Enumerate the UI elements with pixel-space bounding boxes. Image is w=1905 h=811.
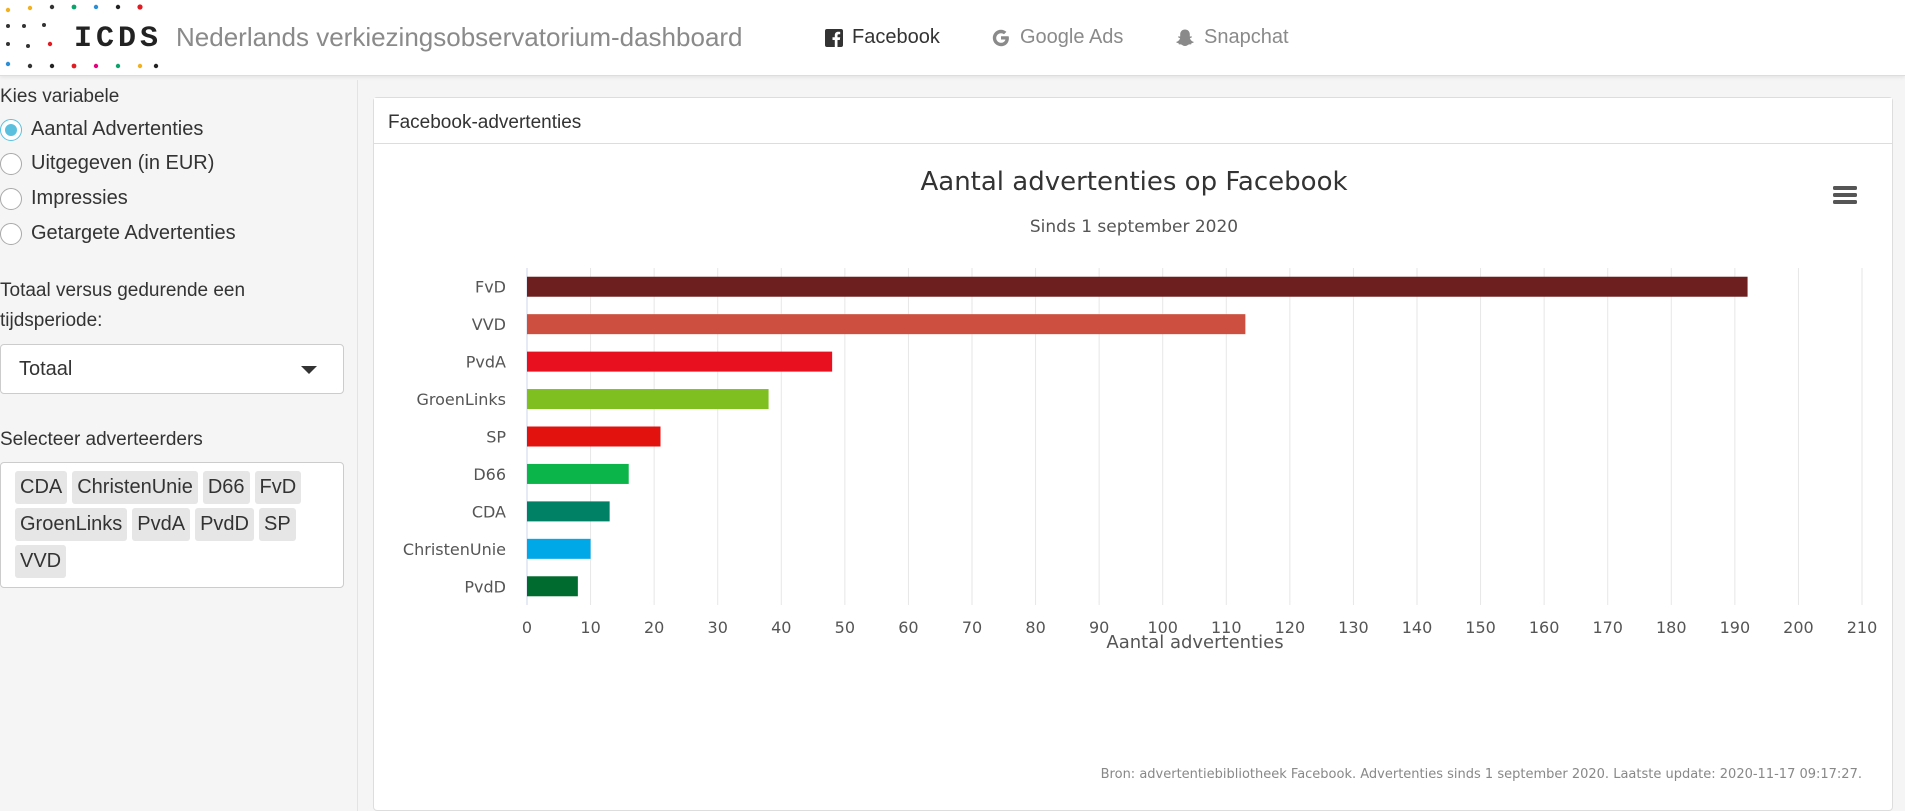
radio-aantal-advertenties[interactable]: Aantal Advertenties: [0, 118, 203, 141]
period-select-value: Totaal: [19, 358, 73, 380]
facebook-panel: Facebook-advertenties Aantal advertentie…: [373, 97, 1893, 811]
x-tick-label: 190: [1720, 618, 1751, 637]
category-label: SP: [486, 428, 506, 447]
bar-pvdd[interactable]: [527, 576, 578, 597]
category-label: FvD: [475, 278, 506, 297]
radio-button[interactable]: [0, 187, 22, 210]
radio-button[interactable]: [0, 118, 22, 141]
x-tick-label: 10: [580, 618, 600, 637]
advertiser-tag[interactable]: ChristenUnie: [72, 471, 198, 504]
category-label: CDA: [472, 502, 506, 521]
variable-label: Kies variabele: [0, 86, 120, 107]
chart-xlabel: Aantal advertenties: [1106, 632, 1283, 653]
x-tick-label: 50: [835, 618, 855, 637]
snapchat-icon: [1176, 29, 1194, 46]
category-label: PvdD: [464, 577, 506, 596]
chart-category-labels: FvD VVD PvdA GroenLinks SP D66 CDA ChristenUnie…: [403, 278, 506, 597]
x-tick-label: 150: [1465, 618, 1496, 637]
bar-chart: Aantal advertenties op Facebook Sinds 1 …: [403, 167, 1877, 782]
logo-text: ICDS: [74, 22, 162, 56]
period-label-line2: tijdsperiode:: [0, 310, 103, 331]
x-tick-label: 70: [962, 618, 982, 637]
category-label: PvdA: [466, 353, 506, 372]
x-tick-label: 60: [898, 618, 918, 637]
menu-icon: [1833, 186, 1857, 190]
advertiser-tag[interactable]: GroenLinks: [15, 508, 128, 541]
nav-label: Google Ads: [1020, 26, 1124, 48]
category-label: GroenLinks: [417, 390, 507, 409]
nav-google-ads[interactable]: Google Ads: [991, 26, 1123, 49]
radio-button[interactable]: [0, 152, 22, 175]
x-tick-label: 100: [1147, 618, 1178, 637]
chart-caption: Bron: advertentiebibliotheek Facebook. A…: [1101, 767, 1862, 782]
advertiser-tag[interactable]: D66: [202, 471, 250, 504]
panel-heading: Facebook-advertenties: [374, 98, 1892, 144]
x-tick-label: 200: [1783, 618, 1814, 637]
chevron-down-icon: [301, 366, 317, 374]
x-tick-label: 170: [1592, 618, 1623, 637]
bar-vvd[interactable]: [527, 314, 1246, 335]
advertiser-tag[interactable]: SP: [259, 508, 296, 541]
x-tick-label: 20: [644, 618, 664, 637]
chart-title: Aantal advertenties op Facebook: [920, 167, 1347, 197]
chart-tick-labels: 0 10 20 30 40 50 60 70 80 90 100 110 120 130 140 150 160…: [522, 618, 1877, 637]
logo-dots: [5, 4, 159, 69]
category-label: D66: [473, 465, 506, 484]
x-tick-label: 160: [1529, 618, 1560, 637]
x-tick-label: 140: [1402, 618, 1433, 637]
radio-button[interactable]: [0, 222, 22, 245]
radio-uitgegeven[interactable]: Uitgegeven (in EUR): [0, 152, 214, 175]
radio-label: Impressies: [31, 187, 128, 209]
advertiser-tag[interactable]: PvdD: [195, 508, 254, 541]
bar-groenlinks[interactable]: [527, 389, 769, 410]
x-tick-label: 90: [1089, 618, 1109, 637]
radio-impressies[interactable]: Impressies: [0, 187, 128, 210]
bar-pvda[interactable]: [527, 351, 833, 372]
nav-snapchat[interactable]: Snapchat: [1175, 26, 1289, 49]
radio-label: Getargete Advertenties: [31, 222, 236, 244]
bar-cda[interactable]: [527, 501, 610, 522]
advertiser-tag[interactable]: PvdA: [132, 508, 191, 541]
nav-label: Facebook: [852, 26, 940, 48]
facebook-icon: [825, 28, 843, 47]
chart-subtitle: Sinds 1 september 2020: [1030, 217, 1238, 237]
icds-logo: ICDS: [5, 4, 162, 69]
sidebar: Kies variabele Aantal Advertenties Uitge…: [0, 80, 358, 811]
category-label: ChristenUnie: [403, 540, 506, 559]
nav-facebook[interactable]: Facebook: [825, 26, 940, 49]
chart-menu-button[interactable]: [1832, 182, 1858, 208]
x-tick-label: 30: [708, 618, 728, 637]
radio-getargete-advertenties[interactable]: Getargete Advertenties: [0, 222, 236, 245]
period-select[interactable]: Totaal: [0, 344, 344, 394]
advertisers-multiselect[interactable]: CDA ChristenUnie D66 FvD GroenLinks PvdA…: [0, 462, 344, 588]
advertiser-tag[interactable]: FvD: [254, 471, 302, 504]
bar-d66[interactable]: [527, 463, 629, 484]
chart-bars: [527, 276, 1748, 597]
x-tick-label: 210: [1847, 618, 1878, 637]
x-tick-label: 130: [1338, 618, 1369, 637]
x-tick-label: 0: [522, 618, 532, 637]
advertisers-label: Selecteer adverteerders: [0, 429, 203, 450]
bar-fvd[interactable]: [527, 276, 1748, 297]
navbar: ICDS Nederlands verkiezingsobservatorium…: [0, 0, 1905, 76]
app-title: Nederlands verkiezingsobservatorium-dash…: [176, 22, 743, 52]
x-tick-label: 110: [1211, 618, 1242, 637]
advertiser-tag[interactable]: VVD: [15, 545, 67, 578]
x-tick-label: 180: [1656, 618, 1687, 637]
google-icon: [992, 29, 1009, 46]
bar-christenunie[interactable]: [527, 538, 591, 559]
nav-label: Snapchat: [1204, 26, 1289, 48]
category-label: VVD: [472, 315, 506, 334]
period-label-line1: Totaal versus gedurende een: [0, 280, 246, 301]
bar-sp[interactable]: [527, 426, 661, 447]
x-tick-label: 40: [771, 618, 791, 637]
x-tick-label: 80: [1025, 618, 1045, 637]
radio-label: Aantal Advertenties: [31, 118, 204, 140]
radio-label: Uitgegeven (in EUR): [31, 152, 215, 174]
advertiser-tag[interactable]: CDA: [15, 471, 68, 504]
x-tick-label: 120: [1275, 618, 1306, 637]
